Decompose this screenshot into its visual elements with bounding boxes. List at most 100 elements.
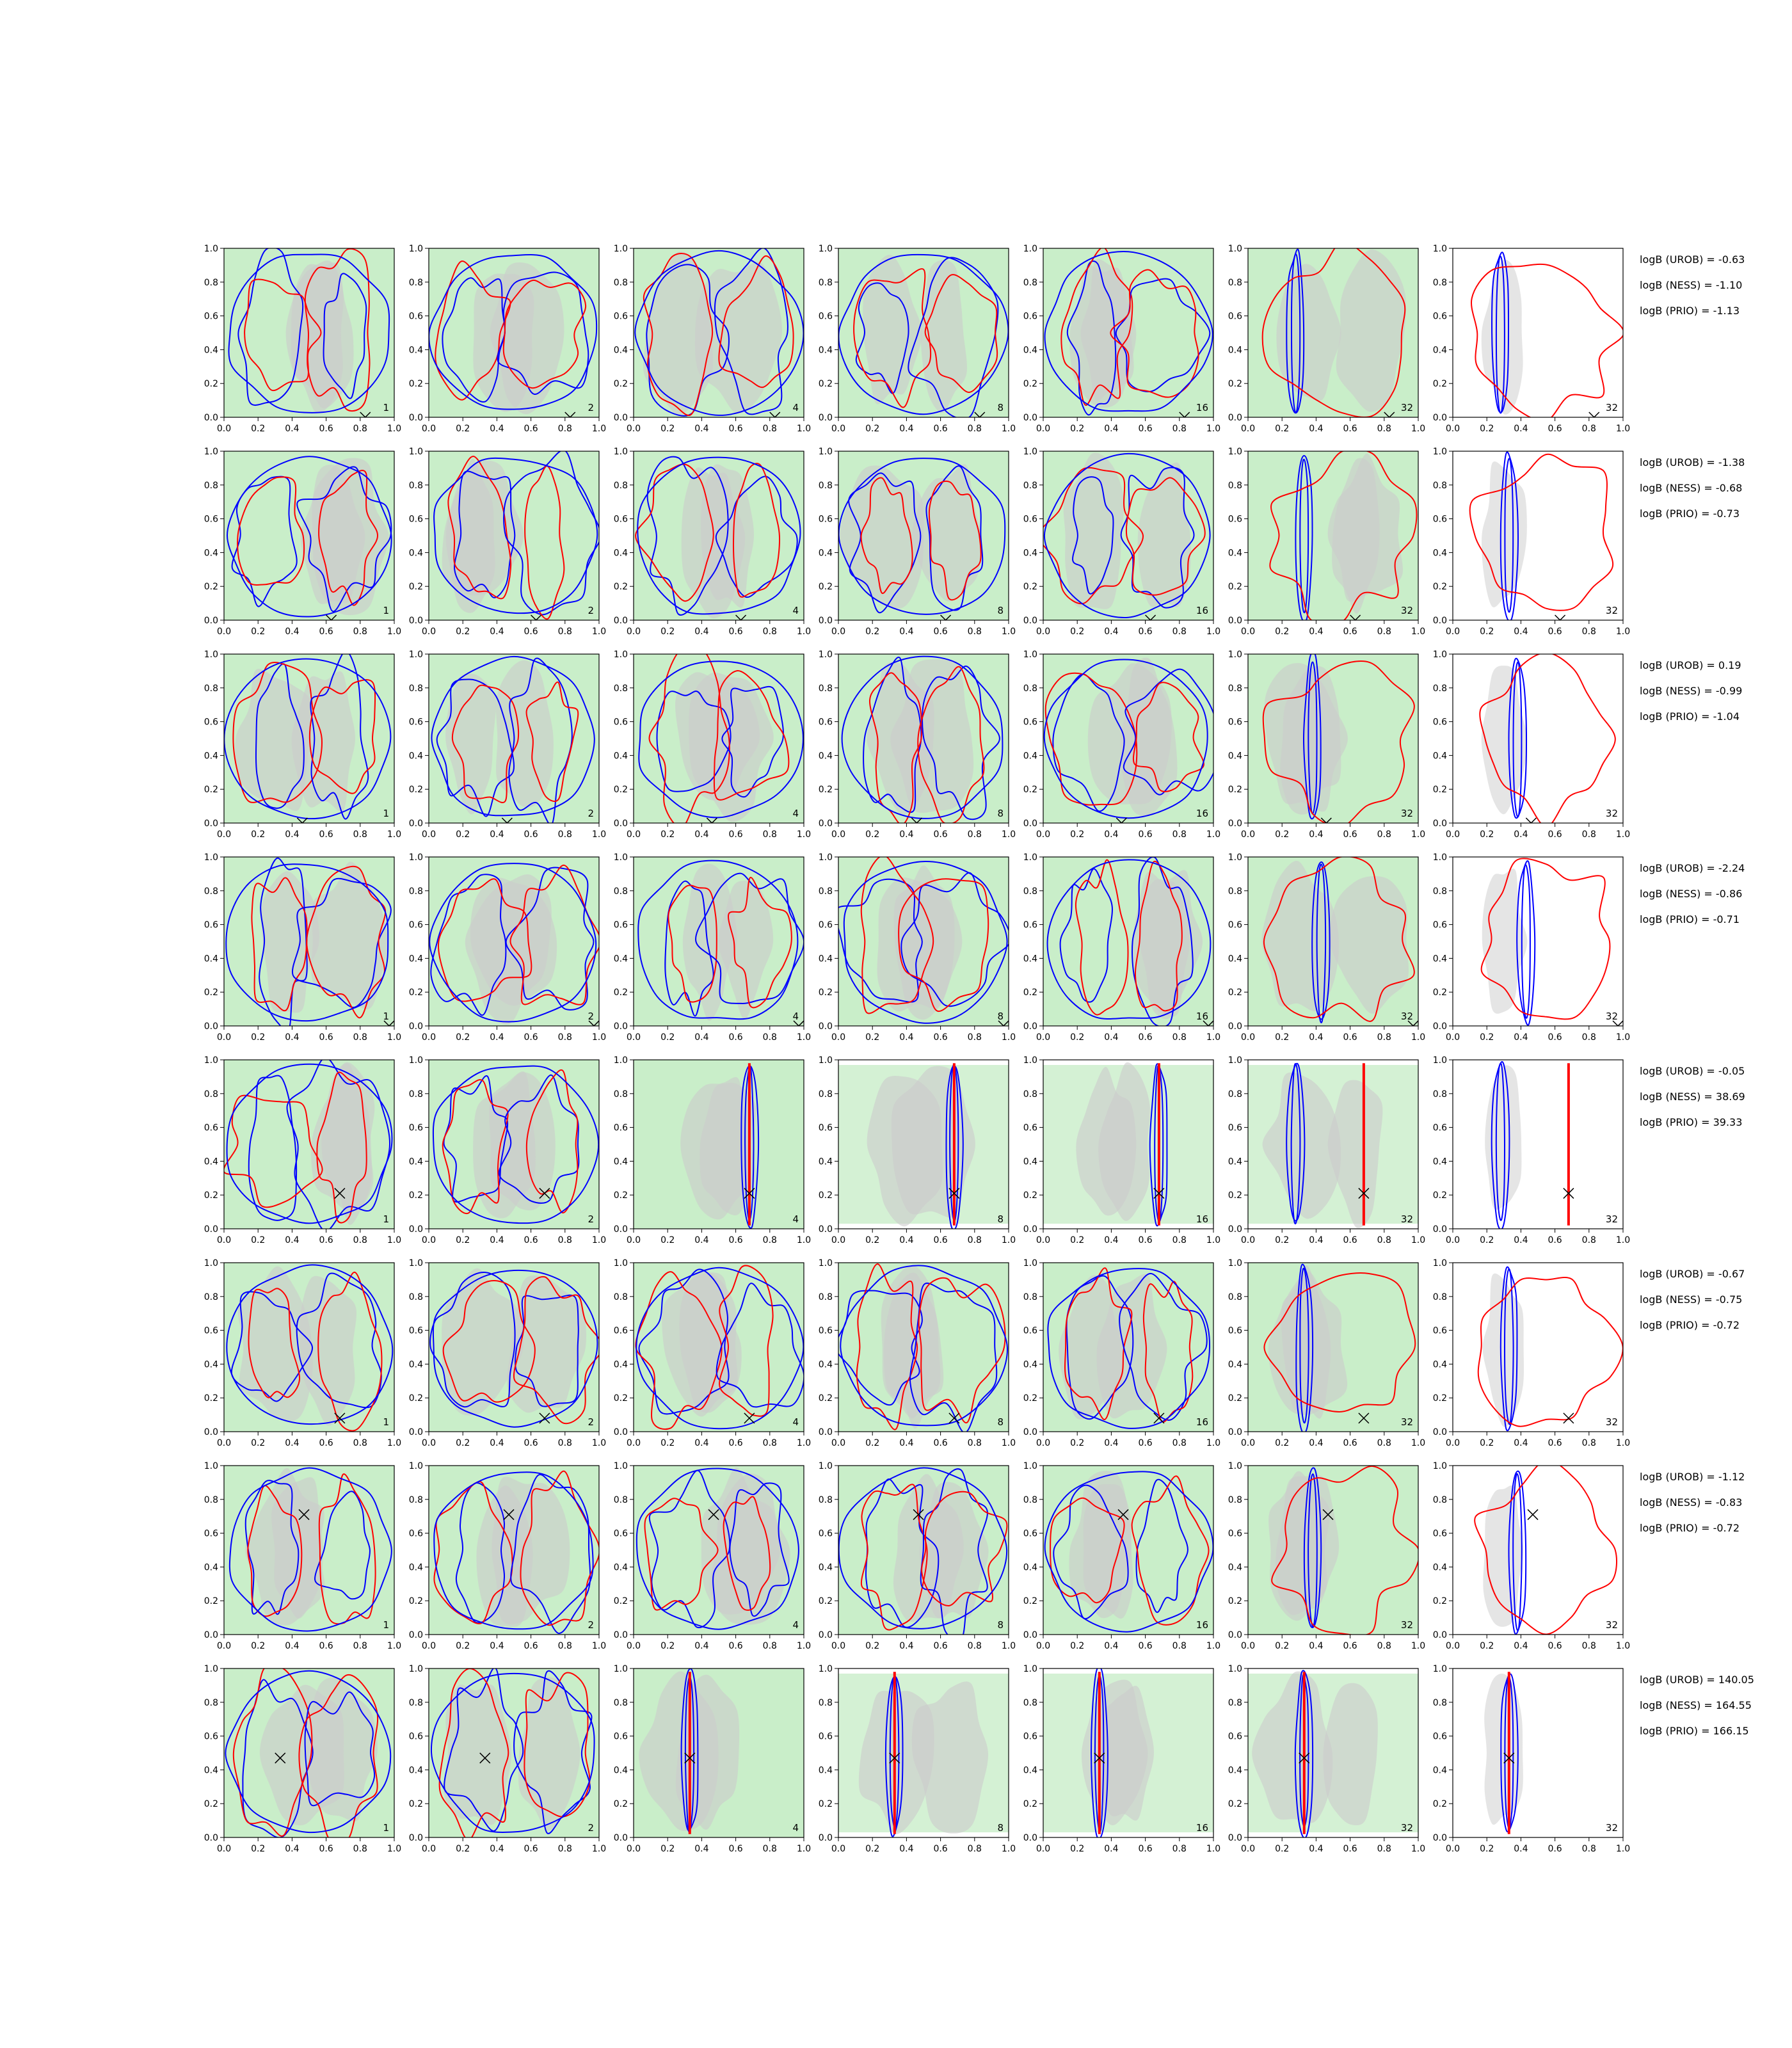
x-tick-label: 1.0 bbox=[1206, 1235, 1220, 1245]
true-parameter-marker bbox=[298, 1509, 310, 1521]
x-tick-label: 0.0 bbox=[627, 1032, 641, 1043]
y-tick-label: 1.0 bbox=[409, 1055, 423, 1066]
x-tick-label: 1.0 bbox=[1206, 1032, 1220, 1043]
y-tick-label: 0.0 bbox=[819, 819, 833, 829]
x-tick-label: 0.4 bbox=[899, 1438, 913, 1448]
x-tick-label: 0.8 bbox=[763, 1641, 777, 1651]
y-tick-label: 0.0 bbox=[1433, 1224, 1447, 1235]
true-parameter-marker bbox=[539, 1188, 550, 1199]
axes-frame bbox=[223, 248, 395, 418]
y-tick-label: 0.0 bbox=[204, 1021, 218, 1032]
true-parameter-marker bbox=[1350, 614, 1361, 620]
y-tick-label: 0.8 bbox=[1433, 684, 1447, 694]
x-tick-label: 1.0 bbox=[1002, 1438, 1016, 1448]
x-tick-label: 0.8 bbox=[1377, 627, 1391, 637]
y-tick-label: 0.0 bbox=[614, 1427, 628, 1437]
y-tick-label: 0.6 bbox=[1228, 1732, 1242, 1742]
x-tick-label: 0.8 bbox=[968, 1438, 982, 1448]
blue-contour bbox=[430, 874, 507, 1016]
x-tick-label: 0.4 bbox=[285, 1641, 299, 1651]
blue-contour bbox=[1302, 654, 1322, 820]
x-tick-label: 0.8 bbox=[1172, 829, 1187, 840]
panel-r7-c4: 0.0 0.2 0.4 0.6 0.8 1.0 0.0 0.2 0.4 0.6 0.8 1.0 8 bbox=[819, 1461, 1016, 1651]
y-tick-label: 1.0 bbox=[819, 1664, 833, 1674]
blue-contour bbox=[226, 1063, 393, 1224]
red-contour bbox=[898, 878, 989, 1012]
blue-contour bbox=[242, 1679, 314, 1837]
y-tick-label: 1.0 bbox=[819, 650, 833, 660]
panel-r2-c6: 0.0 0.2 0.4 0.6 0.8 1.0 0.0 0.2 0.4 0.6 0.8 1.0 32 bbox=[1228, 447, 1425, 637]
y-tick-label: 0.4 bbox=[1228, 1765, 1242, 1775]
blue-contour bbox=[510, 1474, 591, 1634]
grey-density bbox=[1485, 1065, 1522, 1210]
x-tick-label: 0.6 bbox=[319, 1438, 333, 1448]
grey-density bbox=[291, 671, 356, 812]
true-parameter-marker bbox=[1153, 1188, 1165, 1199]
x-tick-label: 0.6 bbox=[319, 1032, 333, 1043]
blue-contour bbox=[1516, 860, 1536, 1026]
y-tick-label: 0.6 bbox=[819, 1732, 833, 1742]
x-tick-label: 0.6 bbox=[728, 1844, 742, 1854]
x-tick-label: 0.8 bbox=[558, 1235, 572, 1245]
y-tick-label: 0.8 bbox=[409, 1495, 423, 1505]
x-tick-label: 0.0 bbox=[831, 424, 845, 434]
x-tick-label: 0.4 bbox=[1104, 627, 1118, 637]
y-tick-label: 0.4 bbox=[204, 954, 218, 964]
x-tick-label: 0.4 bbox=[1309, 627, 1323, 637]
x-tick-label: 0.0 bbox=[1446, 424, 1460, 434]
x-tick-label: 1.0 bbox=[1411, 424, 1425, 434]
x-tick-label: 0.0 bbox=[1446, 1844, 1460, 1854]
y-tick-label: 0.2 bbox=[1023, 379, 1037, 389]
y-tick-label: 0.6 bbox=[1228, 312, 1242, 322]
x-tick-label: 0.8 bbox=[968, 627, 982, 637]
x-tick-label: 0.8 bbox=[1172, 1438, 1187, 1448]
axes-frame bbox=[838, 451, 1009, 621]
x-tick-label: 0.8 bbox=[763, 1235, 777, 1245]
panel-r1-c1: 0.0 0.2 0.4 0.6 0.8 1.0 0.0 0.2 0.4 0.6 0.8 1.0 1 bbox=[204, 244, 401, 434]
y-tick-label: 1.0 bbox=[204, 1258, 218, 1268]
y-tick-label: 0.8 bbox=[1433, 1495, 1447, 1505]
panel-iteration-label: 4 bbox=[792, 402, 799, 413]
y-tick-label: 0.4 bbox=[614, 1359, 628, 1370]
bayes-factor-label: logB (NESS) = 164.55 bbox=[1640, 1699, 1752, 1711]
x-tick-label: 1.0 bbox=[1616, 424, 1630, 434]
x-tick-label: 0.8 bbox=[763, 627, 777, 637]
y-tick-label: 0.6 bbox=[1023, 515, 1037, 525]
panel-iteration-label: 4 bbox=[792, 1619, 799, 1631]
panel-iteration-label: 8 bbox=[997, 402, 1004, 413]
blue-contour bbox=[638, 1268, 730, 1415]
x-tick-label: 0.0 bbox=[831, 1641, 845, 1651]
bayes-factor-label: logB (UROB) = -2.24 bbox=[1640, 862, 1745, 874]
axes-frame bbox=[223, 1668, 395, 1838]
blue-contour bbox=[863, 656, 922, 813]
x-tick-label: 0.4 bbox=[1514, 627, 1528, 637]
panel-r1-c7: 0.0 0.2 0.4 0.6 0.8 1.0 0.0 0.2 0.4 0.6 0.8 1.0 32 bbox=[1433, 244, 1630, 434]
y-tick-label: 0.0 bbox=[614, 1021, 628, 1032]
blue-contour bbox=[1043, 452, 1211, 618]
grey-density bbox=[1076, 1067, 1137, 1216]
x-tick-label: 0.2 bbox=[1480, 1844, 1494, 1854]
x-tick-label: 0.6 bbox=[1548, 1235, 1562, 1245]
red-contour bbox=[718, 255, 794, 388]
x-tick-label: 0.6 bbox=[728, 627, 742, 637]
x-tick-label: 0.0 bbox=[422, 829, 436, 840]
y-tick-label: 0.2 bbox=[614, 1190, 628, 1201]
y-tick-label: 0.2 bbox=[614, 1393, 628, 1404]
y-tick-label: 0.8 bbox=[819, 278, 833, 288]
y-tick-label: 0.4 bbox=[1023, 1765, 1037, 1775]
axes-frame bbox=[1247, 1465, 1419, 1635]
y-tick-label: 0.8 bbox=[1433, 1292, 1447, 1302]
y-tick-label: 0.6 bbox=[204, 920, 218, 931]
panel-r4-c2: 0.0 0.2 0.4 0.6 0.8 1.0 0.0 0.2 0.4 0.6 0.8 1.0 2 bbox=[409, 852, 606, 1043]
blue-contour bbox=[225, 863, 389, 1022]
true-parameter-marker bbox=[1563, 1412, 1574, 1424]
blue-contour bbox=[503, 451, 599, 616]
grey-density bbox=[863, 255, 922, 404]
blue-contour bbox=[695, 872, 804, 1004]
x-tick-label: 0.8 bbox=[1172, 1032, 1187, 1043]
true-parameter-marker bbox=[1407, 1020, 1418, 1026]
red-contour bbox=[1142, 1281, 1194, 1423]
panel-iteration-label: 32 bbox=[1401, 1619, 1413, 1631]
panel-iteration-label: 2 bbox=[588, 808, 594, 819]
x-tick-label: 0.6 bbox=[1343, 627, 1357, 637]
